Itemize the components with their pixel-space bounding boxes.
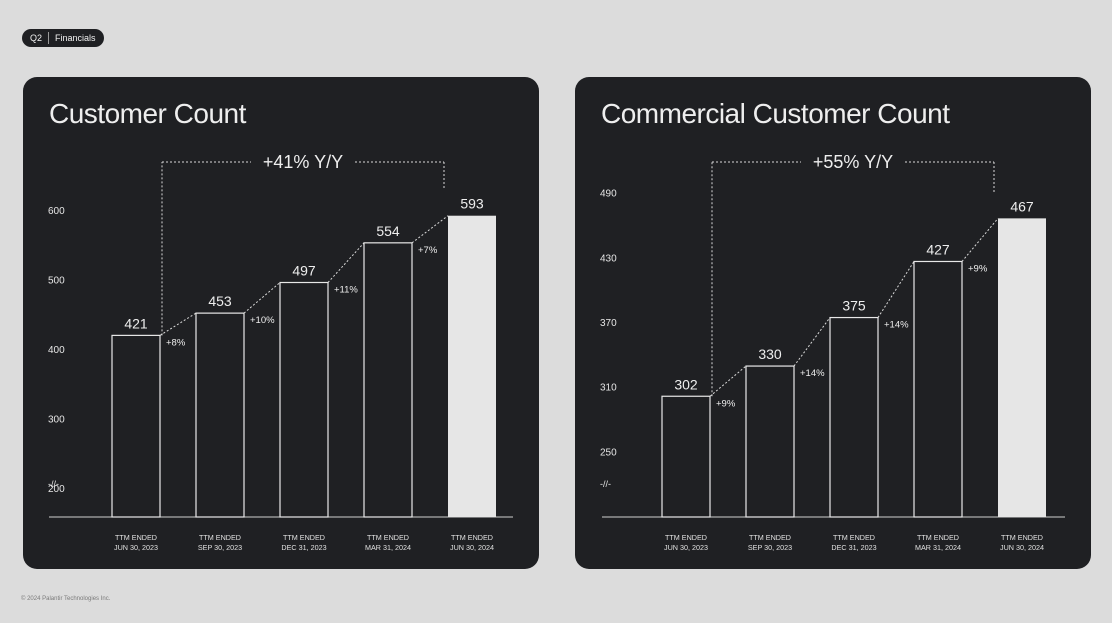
data-label: 453: [208, 293, 232, 309]
x-tick-label-line: JUN 30, 2024: [1000, 543, 1044, 552]
growth-label: +14%: [800, 368, 825, 379]
bar: [998, 218, 1046, 517]
y-tick-label: 600: [48, 206, 65, 217]
growth-connector-line: [961, 218, 999, 262]
bar: [279, 281, 329, 518]
data-label: 375: [842, 298, 866, 314]
commercial-customer-count-panel: Commercial Customer Count 250 310 370 430 49…: [575, 77, 1091, 569]
bar: [195, 312, 245, 518]
bar: [661, 395, 711, 518]
growth-label: +9%: [968, 263, 988, 274]
x-tick-label-line: TTM ENDED: [115, 533, 157, 542]
x-tick-label-line: TTM ENDED: [833, 533, 875, 542]
x-tick-label-line: TTM ENDED: [749, 533, 791, 542]
x-tick-label: TTM ENDED JUN 30, 2023: [114, 533, 158, 552]
customer-count-chart: 200 300 400 500 600 -//- +8% +10% +11% +7% 421 TTM …: [48, 152, 513, 552]
axis-break-label: -//-: [48, 479, 59, 489]
bar: [829, 316, 879, 518]
x-tick-label: TTM ENDED SEP 30, 2023: [198, 533, 242, 552]
data-label: 421: [124, 315, 148, 331]
x-tick-label: TTM ENDED DEC 31, 2023: [831, 533, 876, 552]
section-tag-divider: [48, 32, 50, 44]
data-label: 554: [376, 223, 400, 239]
growth-connector-line: [159, 312, 197, 336]
y-tick-label: 250: [600, 447, 617, 458]
y-tick-label: 310: [600, 383, 617, 394]
copyright-footer: © 2024 Palantir Technologies Inc.: [21, 596, 111, 602]
y-tick-label: 200: [48, 484, 65, 495]
total-growth-bracket: +55% Y/Y: [711, 152, 995, 397]
growth-connector-line: [709, 365, 747, 397]
growth-label: +9%: [716, 398, 736, 409]
bar: [448, 215, 496, 517]
x-tick-label: TTM ENDED MAR 31, 2024: [915, 533, 961, 552]
growth-label: +10%: [250, 315, 275, 326]
y-tick-label: 500: [48, 275, 65, 286]
data-label: 330: [758, 346, 782, 362]
commercial-customer-count-chart: 250 310 370 430 490 -//- +9% +14% +14% +9% 302 TTM …: [600, 152, 1065, 552]
x-tick-label: TTM ENDED JUN 30, 2024: [1000, 533, 1044, 552]
y-tick-label: 430: [600, 253, 617, 264]
total-growth-label: +41% Y/Y: [263, 152, 343, 172]
x-tick-label: TTM ENDED SEP 30, 2023: [748, 533, 792, 552]
growth-connector-line: [327, 242, 365, 283]
x-tick-label-line: TTM ENDED: [367, 533, 409, 542]
data-label: 593: [460, 196, 484, 212]
x-tick-label-line: TTM ENDED: [283, 533, 325, 542]
growth-connector-line: [793, 317, 831, 367]
customer-count-panel: Customer Count 200 300 400 500 600 -//- +8% +10…: [23, 77, 539, 569]
section-tag-quarter: Q2: [30, 33, 43, 43]
x-tick-label-line: JUN 30, 2024: [450, 543, 494, 552]
total-growth-label: +55% Y/Y: [813, 152, 893, 172]
x-tick-label: TTM ENDED DEC 31, 2023: [281, 533, 326, 552]
data-label: 427: [926, 241, 950, 257]
data-label: 467: [1010, 198, 1034, 214]
chart-title: Customer Count: [49, 98, 246, 129]
axis-break-label: -//-: [600, 479, 611, 489]
chart-title: Commercial Customer Count: [601, 98, 950, 129]
x-tick-label-line: SEP 30, 2023: [198, 543, 242, 552]
growth-connector-line: [243, 282, 281, 314]
total-growth-bracket: +41% Y/Y: [161, 152, 445, 336]
section-tag-label: Financials: [55, 33, 96, 43]
y-tick-label: 370: [600, 318, 617, 329]
growth-label: +8%: [166, 337, 186, 348]
x-tick-label-line: DEC 31, 2023: [831, 543, 876, 552]
bar: [363, 242, 413, 518]
x-tick-label-line: SEP 30, 2023: [748, 543, 792, 552]
data-label: 302: [674, 376, 698, 392]
x-tick-label-line: MAR 31, 2024: [915, 543, 961, 552]
growth-connector-line: [411, 215, 449, 244]
x-tick-label: TTM ENDED JUN 30, 2024: [450, 533, 494, 552]
bar: [913, 260, 963, 518]
x-tick-label-line: TTM ENDED: [199, 533, 241, 542]
x-tick-label-line: MAR 31, 2024: [365, 543, 411, 552]
growth-connector-line: [877, 261, 915, 318]
x-tick-label: TTM ENDED JUN 30, 2023: [664, 533, 708, 552]
growth-label: +14%: [884, 320, 909, 331]
growth-label: +7%: [418, 245, 438, 256]
y-tick-label: 490: [600, 189, 617, 200]
x-tick-label-line: TTM ENDED: [665, 533, 707, 542]
y-tick-label: 400: [48, 345, 65, 356]
x-tick-label-line: TTM ENDED: [1001, 533, 1043, 542]
x-tick-label-line: DEC 31, 2023: [281, 543, 326, 552]
data-label: 497: [292, 263, 316, 279]
growth-label: +11%: [334, 285, 358, 296]
x-tick-label-line: TTM ENDED: [451, 533, 493, 542]
x-tick-label-line: TTM ENDED: [917, 533, 959, 542]
bar: [111, 334, 161, 518]
bar: [745, 365, 795, 518]
section-tag: Q2 Financials: [22, 29, 104, 47]
x-tick-label: TTM ENDED MAR 31, 2024: [365, 533, 411, 552]
y-tick-label: 300: [48, 415, 65, 426]
x-tick-label-line: JUN 30, 2023: [664, 543, 708, 552]
x-tick-label-line: JUN 30, 2023: [114, 543, 158, 552]
